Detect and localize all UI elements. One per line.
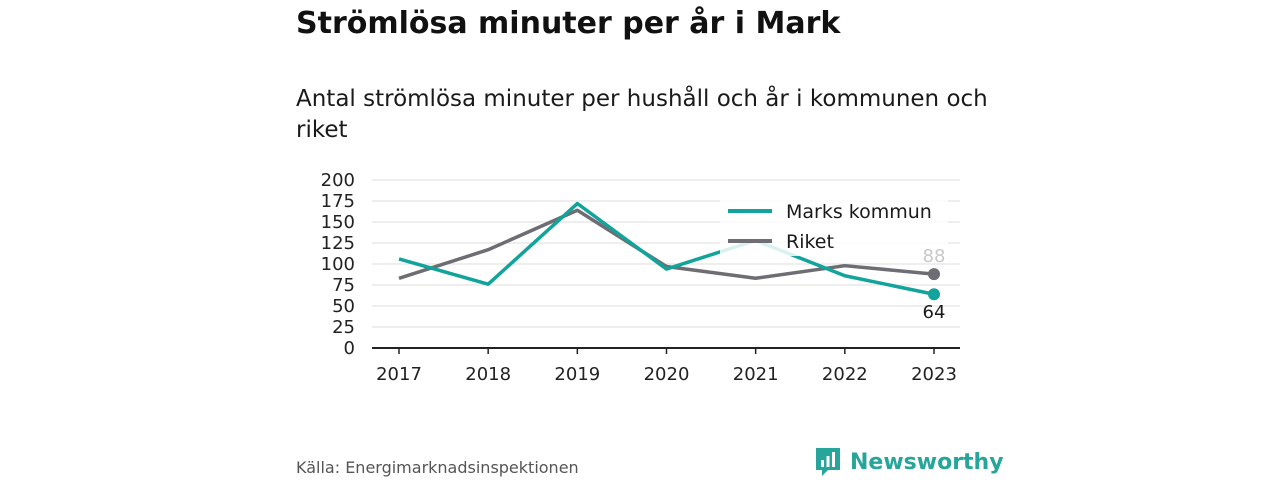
legend-label: Marks kommun bbox=[786, 201, 932, 223]
x-tick-label: 2022 bbox=[822, 364, 868, 385]
page-subtitle: Antal strömlösa minuter per hushåll och … bbox=[296, 86, 988, 143]
end-label-riket: 88 bbox=[923, 246, 946, 267]
x-tick-label: 2019 bbox=[554, 364, 600, 385]
end-label-marks-kommun: 64 bbox=[923, 302, 946, 323]
x-tick-label: 2023 bbox=[911, 364, 957, 385]
y-tick-label: 25 bbox=[332, 317, 355, 338]
legend-label: Riket bbox=[786, 231, 834, 253]
series-line-marks-kommun bbox=[398, 201, 935, 296]
series-end-point bbox=[928, 268, 940, 281]
newsworthy-logo-icon bbox=[816, 448, 840, 476]
source-note: Källa: Energimarknadsinspektionen bbox=[296, 458, 579, 477]
y-tick-label: 200 bbox=[321, 170, 355, 191]
brand-logo: Newsworthy bbox=[814, 446, 1004, 478]
brand-name: Newsworthy bbox=[850, 449, 1004, 475]
y-tick-label: 100 bbox=[321, 254, 355, 275]
page-title: Strömlösa minuter per år i Mark bbox=[296, 6, 841, 41]
legend-background bbox=[720, 194, 948, 256]
y-tick-label: 125 bbox=[321, 233, 355, 254]
x-tick-label: 2018 bbox=[465, 364, 511, 385]
end-labels: 64 88 bbox=[923, 246, 946, 323]
legend: Marks kommun Riket bbox=[720, 194, 948, 256]
y-tick-label: 50 bbox=[332, 296, 355, 317]
x-tick-label: 2020 bbox=[644, 364, 690, 385]
x-tick-label: 2021 bbox=[733, 364, 779, 385]
y-tick-label: 0 bbox=[344, 338, 355, 359]
y-tick-label: 175 bbox=[321, 191, 355, 212]
series-line-riket bbox=[398, 208, 935, 281]
y-tick-label: 75 bbox=[332, 275, 355, 296]
series-lines bbox=[398, 201, 940, 301]
y-tick-label: 150 bbox=[321, 212, 355, 233]
x-tick-label: 2017 bbox=[376, 364, 422, 385]
series-end-point bbox=[928, 288, 940, 301]
x-axis: 2017 2018 2019 2020 2021 2022 2023 bbox=[372, 347, 960, 385]
